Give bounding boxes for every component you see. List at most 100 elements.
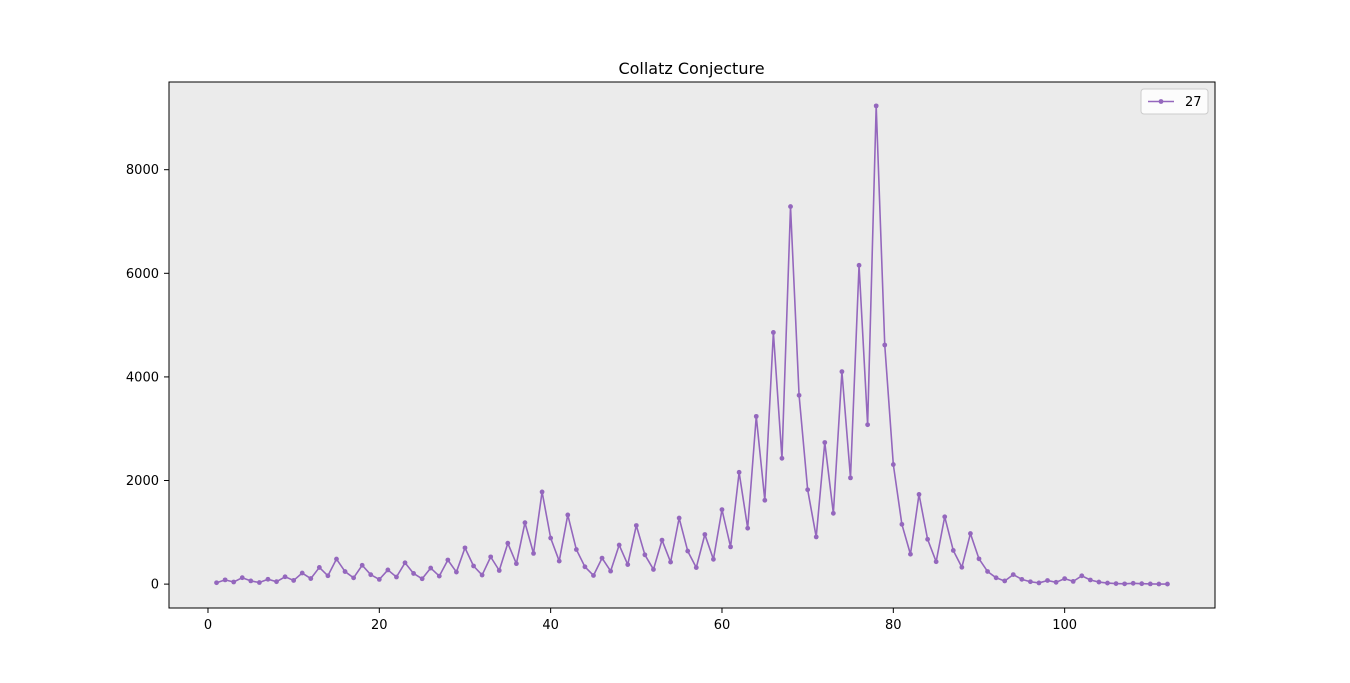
- data-point: [522, 520, 528, 526]
- y-tick-label: 0: [151, 578, 159, 593]
- data-point: [805, 487, 811, 493]
- data-point: [325, 573, 331, 579]
- x-tick-label: 60: [714, 618, 731, 633]
- data-point: [925, 536, 930, 542]
- data-point: [608, 568, 614, 574]
- data-point: [685, 548, 691, 554]
- legend: 27: [1140, 88, 1209, 115]
- data-point: [513, 561, 519, 567]
- data-point: [445, 557, 451, 563]
- data-point: [385, 567, 391, 573]
- data-point: [1130, 580, 1136, 586]
- y-tick-label: 6000: [126, 267, 159, 282]
- data-point: [1010, 572, 1016, 577]
- data-point: [419, 576, 425, 582]
- data-point: [702, 532, 708, 537]
- data-point: [659, 537, 665, 543]
- data-point: [788, 204, 793, 209]
- data-point: [668, 559, 673, 565]
- data-point: [719, 507, 725, 513]
- data-point: [462, 545, 468, 551]
- data-point: [376, 577, 382, 582]
- data-point: [316, 565, 322, 570]
- data-point: [616, 542, 622, 548]
- data-point: [591, 573, 596, 578]
- data-point: [976, 556, 982, 562]
- data-point: [454, 569, 459, 575]
- data-point: [933, 559, 939, 565]
- data-point: [770, 330, 776, 335]
- data-point: [1002, 578, 1008, 584]
- data-point: [1019, 576, 1025, 582]
- data-point: [471, 563, 476, 569]
- data-point: [411, 571, 416, 576]
- data-point: [274, 579, 279, 585]
- data-point: [291, 578, 297, 583]
- data-point: [505, 540, 511, 546]
- data-point: [1087, 577, 1093, 583]
- data-point: [908, 551, 913, 557]
- data-point: [488, 554, 494, 560]
- data-point: [1062, 576, 1068, 582]
- data-point: [950, 548, 956, 553]
- data-point: [830, 510, 836, 516]
- data-point: [556, 558, 562, 564]
- y-tick-label: 4000: [126, 370, 159, 385]
- data-point: [351, 575, 357, 581]
- data-point: [736, 469, 742, 475]
- data-point: [539, 489, 545, 495]
- data-point: [359, 562, 365, 568]
- data-point: [231, 579, 237, 585]
- legend-box: [1140, 88, 1209, 115]
- data-point: [779, 455, 785, 461]
- data-point: [899, 521, 905, 527]
- data-point: [342, 569, 348, 574]
- data-point: [282, 574, 288, 580]
- y-tick-label: 8000: [126, 163, 159, 178]
- data-point: [299, 570, 305, 576]
- data-point: [651, 567, 656, 572]
- data-point: [256, 580, 262, 585]
- data-point: [916, 492, 922, 497]
- series-layer: [214, 103, 1170, 587]
- plot-area: [169, 82, 1215, 608]
- data-point: [402, 560, 408, 566]
- data-point: [565, 512, 571, 518]
- legend-label: 27: [1185, 95, 1202, 110]
- data-point: [985, 569, 990, 574]
- data-point: [796, 392, 802, 398]
- chart-title: Collatz Conjecture: [618, 59, 764, 78]
- data-point: [711, 556, 716, 562]
- x-tick-label: 20: [371, 618, 388, 633]
- axis-ticks: 0 20 40 60 80 100 0 2000 4000 6000 8000: [126, 163, 1077, 633]
- plot-frame: [168, 81, 1216, 609]
- data-point: [942, 514, 948, 520]
- data-point: [1139, 581, 1145, 587]
- data-point: [496, 568, 502, 573]
- data-point: [728, 544, 733, 550]
- data-point: [548, 535, 554, 541]
- data-point: [239, 575, 245, 581]
- data-point: [1165, 581, 1170, 587]
- data-point: [753, 413, 759, 419]
- data-point: [1036, 580, 1042, 586]
- data-point: [394, 574, 399, 580]
- x-tick-label: 80: [885, 618, 902, 633]
- data-point: [856, 262, 862, 268]
- data-point: [582, 564, 588, 570]
- data-point: [334, 556, 339, 562]
- data-point: [573, 547, 579, 552]
- data-point: [531, 551, 536, 556]
- data-point: [642, 552, 648, 558]
- data-point: [693, 565, 699, 570]
- data-point: [479, 572, 485, 578]
- x-tick-label: 100: [1052, 618, 1077, 633]
- x-tick-label: 40: [542, 618, 559, 633]
- data-point: [839, 369, 845, 375]
- data-point: [308, 576, 314, 581]
- legend-marker: [1158, 99, 1164, 104]
- data-point: [968, 531, 973, 536]
- data-point: [248, 578, 254, 584]
- data-point: [890, 462, 896, 467]
